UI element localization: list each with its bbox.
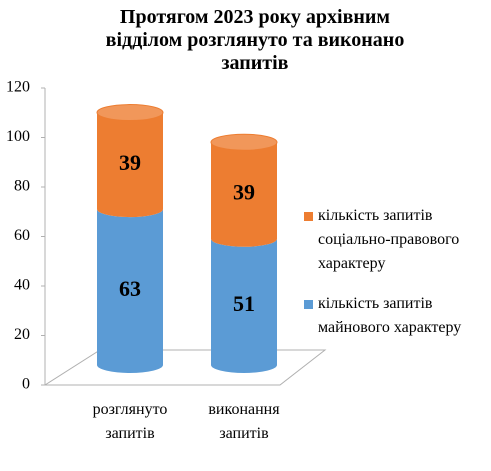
- x-tick-label: виконання запитів: [208, 401, 280, 442]
- cylinder-segment: [211, 238, 277, 373]
- legend-swatch: [304, 212, 313, 221]
- y-tick-label: 100: [6, 128, 30, 145]
- cylinder-top: [210, 133, 278, 151]
- y-tick-label: 120: [6, 79, 30, 96]
- x-tick-label: розглянуто запитів: [92, 401, 168, 442]
- y-tick-label: 80: [14, 178, 30, 195]
- data-label: 51: [233, 291, 255, 316]
- data-label: 63: [119, 276, 141, 301]
- y-tick-label: 40: [14, 277, 30, 294]
- data-label: 39: [233, 180, 255, 205]
- cylinder-segment: [97, 112, 163, 218]
- floor: [43, 349, 327, 386]
- y-tick-label: 0: [22, 376, 30, 393]
- y-tick-label: 60: [14, 227, 30, 244]
- legend-swatch: [304, 300, 313, 309]
- cylinder-segment: [211, 142, 277, 247]
- cylinder-segment: [97, 209, 163, 373]
- legend-label: кількість запитів соціально-правового ха…: [318, 207, 460, 272]
- cylinder-top: [96, 104, 164, 122]
- legend-label: кількість запитів майнового характеру: [318, 295, 462, 336]
- chart-title: Протягом 2023 року архівним відділом роз…: [105, 6, 405, 74]
- y-tick-label: 20: [14, 326, 30, 343]
- data-label: 39: [119, 150, 141, 175]
